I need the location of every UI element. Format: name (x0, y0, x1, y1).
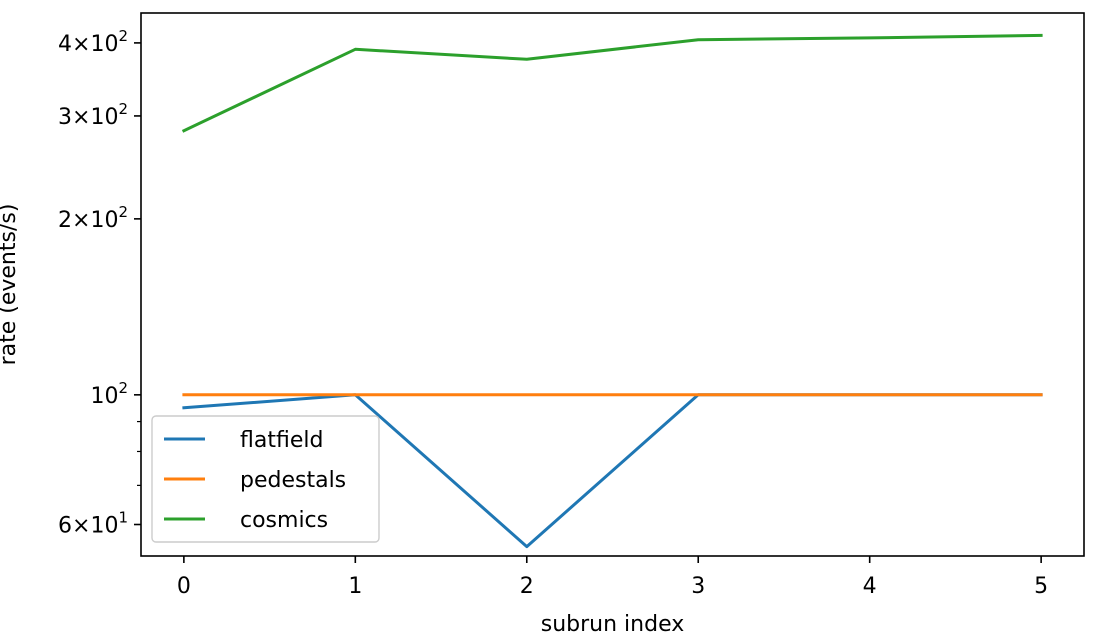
x-tick-label: 2 (520, 574, 534, 599)
series-line-cosmics (181, 33, 1043, 133)
legend-label-cosmics: cosmics (240, 508, 328, 533)
plot-frame (140, 12, 1085, 557)
x-tick-label: 4 (863, 574, 877, 599)
legend-label-pedestals: pedestals (240, 468, 346, 493)
y-tick-label: 2×102 (58, 203, 128, 233)
legend-label-flatfield: flatfield (240, 428, 323, 453)
y-axis-label: rate (events/s) (0, 204, 21, 366)
series-layer (181, 33, 1043, 549)
y-tick-label: 6×101 (58, 509, 128, 539)
legend: flatfield pedestals cosmics (151, 415, 380, 543)
legend-box (151, 415, 380, 543)
x-axis-label: subrun index (541, 612, 684, 637)
x-tick-label: 3 (691, 574, 705, 599)
y-tick-label: 4×102 (58, 27, 128, 57)
x-tick-label: 0 (177, 574, 191, 599)
y-axis-ticks: 4×102 3×102 2×102 102 6×101 (58, 27, 141, 539)
y-tick-label: 102 (90, 379, 128, 409)
x-tick-label: 5 (1034, 574, 1048, 599)
x-tick-label: 1 (348, 574, 362, 599)
y-tick-label: 3×102 (58, 100, 128, 130)
x-axis-ticks: 0 1 2 3 4 5 (177, 556, 1048, 599)
